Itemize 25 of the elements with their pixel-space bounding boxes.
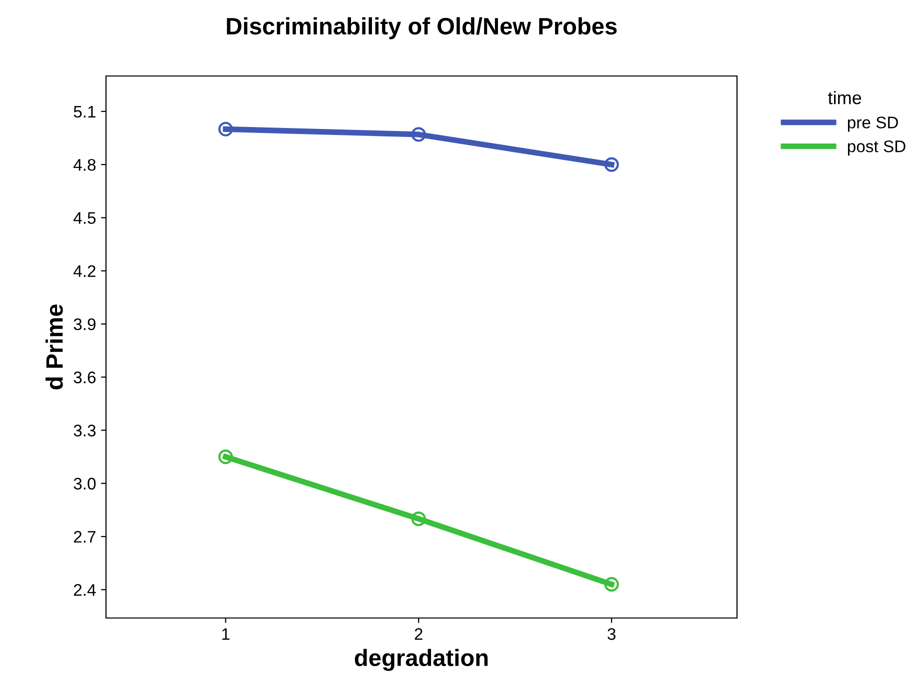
legend-title: time <box>828 91 862 104</box>
y-tick-label: 5.1 <box>74 106 96 118</box>
x-tick-label: 3 <box>608 628 616 640</box>
y-tick-label: 2.4 <box>74 584 96 596</box>
y-tick-label: 4.5 <box>73 212 96 224</box>
point <box>218 450 233 464</box>
y-tick-label: 3.9 <box>74 318 96 330</box>
point <box>411 512 426 526</box>
legend-label: post SD <box>848 140 906 156</box>
point <box>604 157 619 172</box>
point <box>218 122 233 136</box>
y-tick-label: 3.0 <box>74 478 96 490</box>
y-tick-label: 3.6 <box>74 372 96 384</box>
y-tick-label: 4.8 <box>73 158 96 171</box>
point <box>411 127 426 142</box>
y-tick-label: 4.2 <box>73 265 96 277</box>
x-tick-label: 2 <box>414 628 422 640</box>
chart-title: Discriminability of Old/New Probes <box>226 17 617 40</box>
y-axis-title: d Prime <box>46 304 63 390</box>
x-tick-label: 1 <box>222 628 230 640</box>
y-tick-label: 2.7 <box>74 530 96 543</box>
point <box>604 577 619 592</box>
x-axis-title: degradation <box>354 648 488 671</box>
legend-label: pre SD <box>848 116 898 132</box>
y-tick-label: 3.3 <box>74 424 96 436</box>
